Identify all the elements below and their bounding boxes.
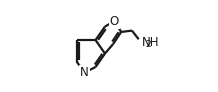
Text: 2: 2: [146, 40, 151, 49]
Text: O: O: [110, 15, 119, 28]
Text: NH: NH: [141, 36, 159, 49]
Text: N: N: [80, 66, 89, 79]
